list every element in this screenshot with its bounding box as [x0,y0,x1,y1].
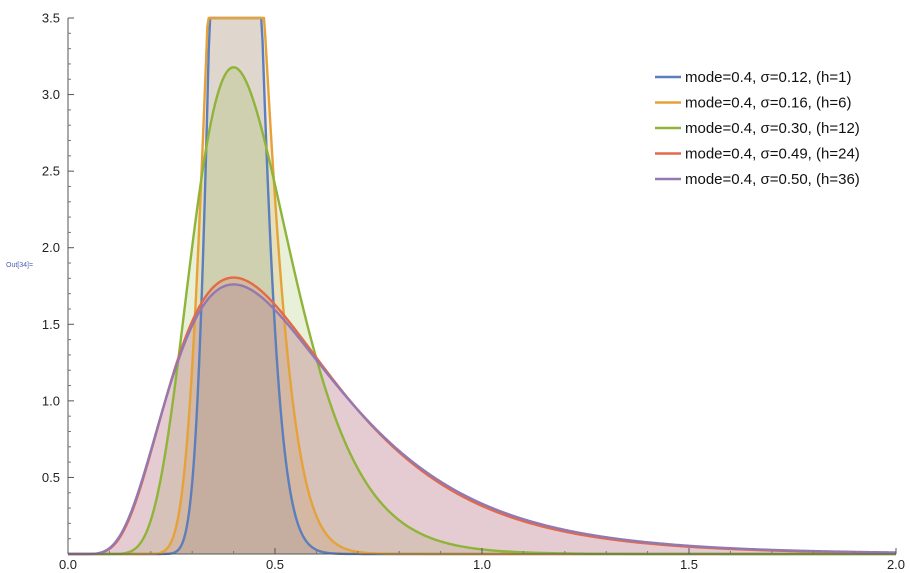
legend-entry-4: mode=0.4, σ=0.49, (h=24) [685,146,860,163]
legend-entry-5: mode=0.4, σ=0.50, (h=36) [685,171,860,188]
legend: mode=0.4, σ=0.12, (h=1) mode=0.4, σ=0.16,… [655,69,860,188]
series-line-5 [68,283,897,556]
x-tick-label: 1.5 [680,557,698,572]
x-tick-label: 1.0 [473,557,491,572]
y-tick-label: 2.5 [42,164,60,179]
y-tick-label: 1.0 [42,393,60,408]
output-cell-label: Out[34]= [6,262,34,269]
x-tick-label: 0.0 [59,557,77,572]
legend-entry-2: mode=0.4, σ=0.16, (h=6) [685,95,851,112]
x-tick-label: 2.0 [887,557,905,572]
series-area-5 [68,284,896,554]
y-tick-label: 3.5 [42,11,60,26]
x-tick-label: 0.5 [266,557,284,572]
legend-entry-3: mode=0.4, σ=0.30, (h=12) [685,120,860,137]
series-area-2 [68,18,896,554]
y-tick-label: 2.0 [42,240,60,255]
y-tick-label: 1.5 [42,317,60,332]
y-tick-label: 0.5 [42,470,60,485]
legend-entry-1: mode=0.4, σ=0.12, (h=1) [685,69,851,86]
axes: 0.0 0.5 1.0 1.5 2.0 0.5 1.0 1.5 2.0 2.5 3.0 3.5 [42,11,905,573]
y-tick-label: 3.0 [42,87,60,102]
series-area-1 [68,18,896,554]
